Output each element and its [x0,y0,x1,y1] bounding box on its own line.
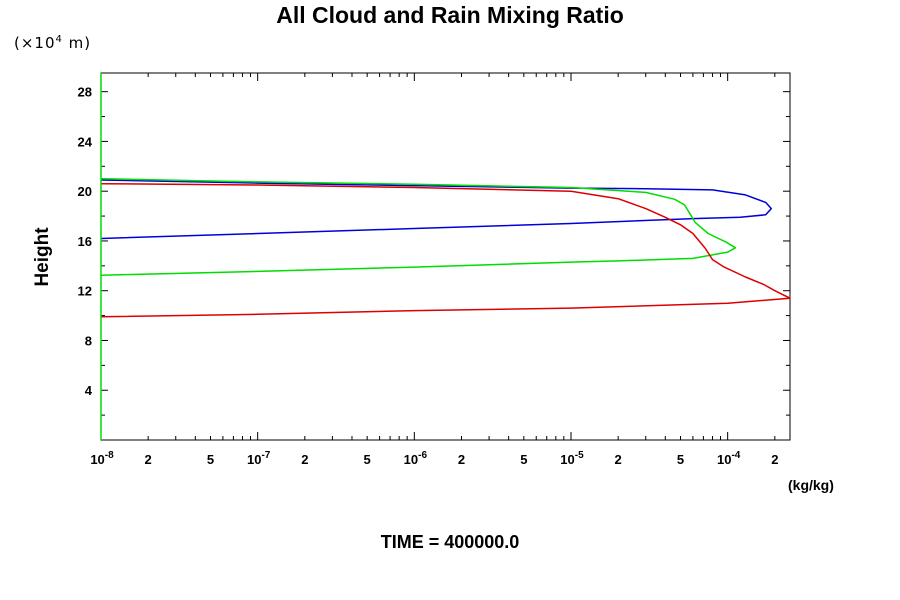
y-tick-label: 16 [78,234,92,249]
x-tick-label: 10-4 [717,450,741,467]
x-tick-label: 2 [615,452,622,467]
x-tick-label: 5 [520,452,527,467]
series-line-3 [100,182,791,318]
x-tick-label: 5 [677,452,684,467]
series-line-1 [100,179,773,240]
x-tick-label: 10-6 [404,450,428,467]
y-tick-label: 28 [78,85,92,100]
x-tick-label: 2 [771,452,778,467]
chart-title: All Cloud and Rain Mixing Ratio [276,2,624,28]
y-tick-label: 24 [78,134,93,149]
y-tick-label: 4 [85,383,93,398]
x-tick-label: 2 [301,452,308,467]
y-tick-label: 12 [78,284,92,299]
x-tick-label: 5 [364,452,371,467]
x-tick-label: 2 [458,452,465,467]
y-tick-label: 20 [78,184,92,199]
y-scale-factor: ×10 [20,34,56,52]
y-scale-exponent: 4 [55,34,63,45]
y-scale-unit: m [68,34,85,52]
series-line-2 [100,177,737,276]
x-tick-label: 10-7 [247,450,271,467]
y-scale-note: (×104 m) [14,34,92,52]
x-unit-label: (kg/kg) [788,477,834,493]
x-tick-label: 10-8 [90,450,114,467]
plot-frame [100,72,791,441]
time-footer: TIME = 400000.0 [380,532,520,552]
y-tick-label: 8 [85,333,92,348]
x-tick-label: 5 [207,452,214,467]
x-tick-label: 10-5 [560,450,584,467]
x-tick-label: 2 [145,452,152,467]
